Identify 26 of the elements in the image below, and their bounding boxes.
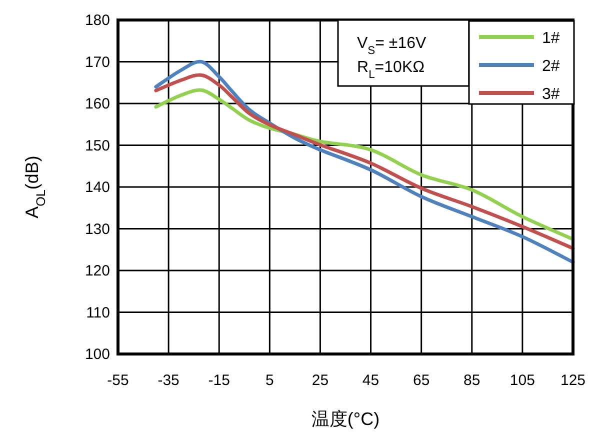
y-tick-label: 160 [84,96,110,112]
legend-label: 1# [542,30,560,47]
x-tick-label: 5 [265,372,274,389]
x-tick-label: -55 [107,372,129,389]
x-tick-label: 85 [464,372,480,389]
x-tick-label: 25 [312,372,329,389]
x-tick-label: 65 [412,372,430,389]
annotation: V$_{S}$= ±16V [357,35,427,57]
x-tick-label: 125 [560,372,586,389]
x-tick-label: -15 [208,372,230,389]
y-tick-label: 130 [84,220,110,238]
x-axis-title: 温度(°C) [311,409,380,429]
legend-label: 2# [542,58,560,75]
y-tick-label: 180 [84,12,110,29]
legend-label: 3# [542,86,560,103]
annotation-box: V$_{S}$= ±16V R$_{L}$=10KΩ [337,19,470,87]
y-tick-label: 100 [84,346,110,363]
y-tick-label: 140 [84,179,110,196]
x-tick-label: 45 [362,372,380,389]
annotation: R$_{L}$=10KΩ [357,59,425,81]
x-tick-label: -35 [158,372,180,389]
x-tick-label: 105 [510,372,535,389]
y-tick-label: 120 [84,262,110,280]
y-tick-label: 150 [84,137,110,154]
y-tick-label: 170 [84,54,110,71]
y-tick-label: 110 [86,304,110,322]
